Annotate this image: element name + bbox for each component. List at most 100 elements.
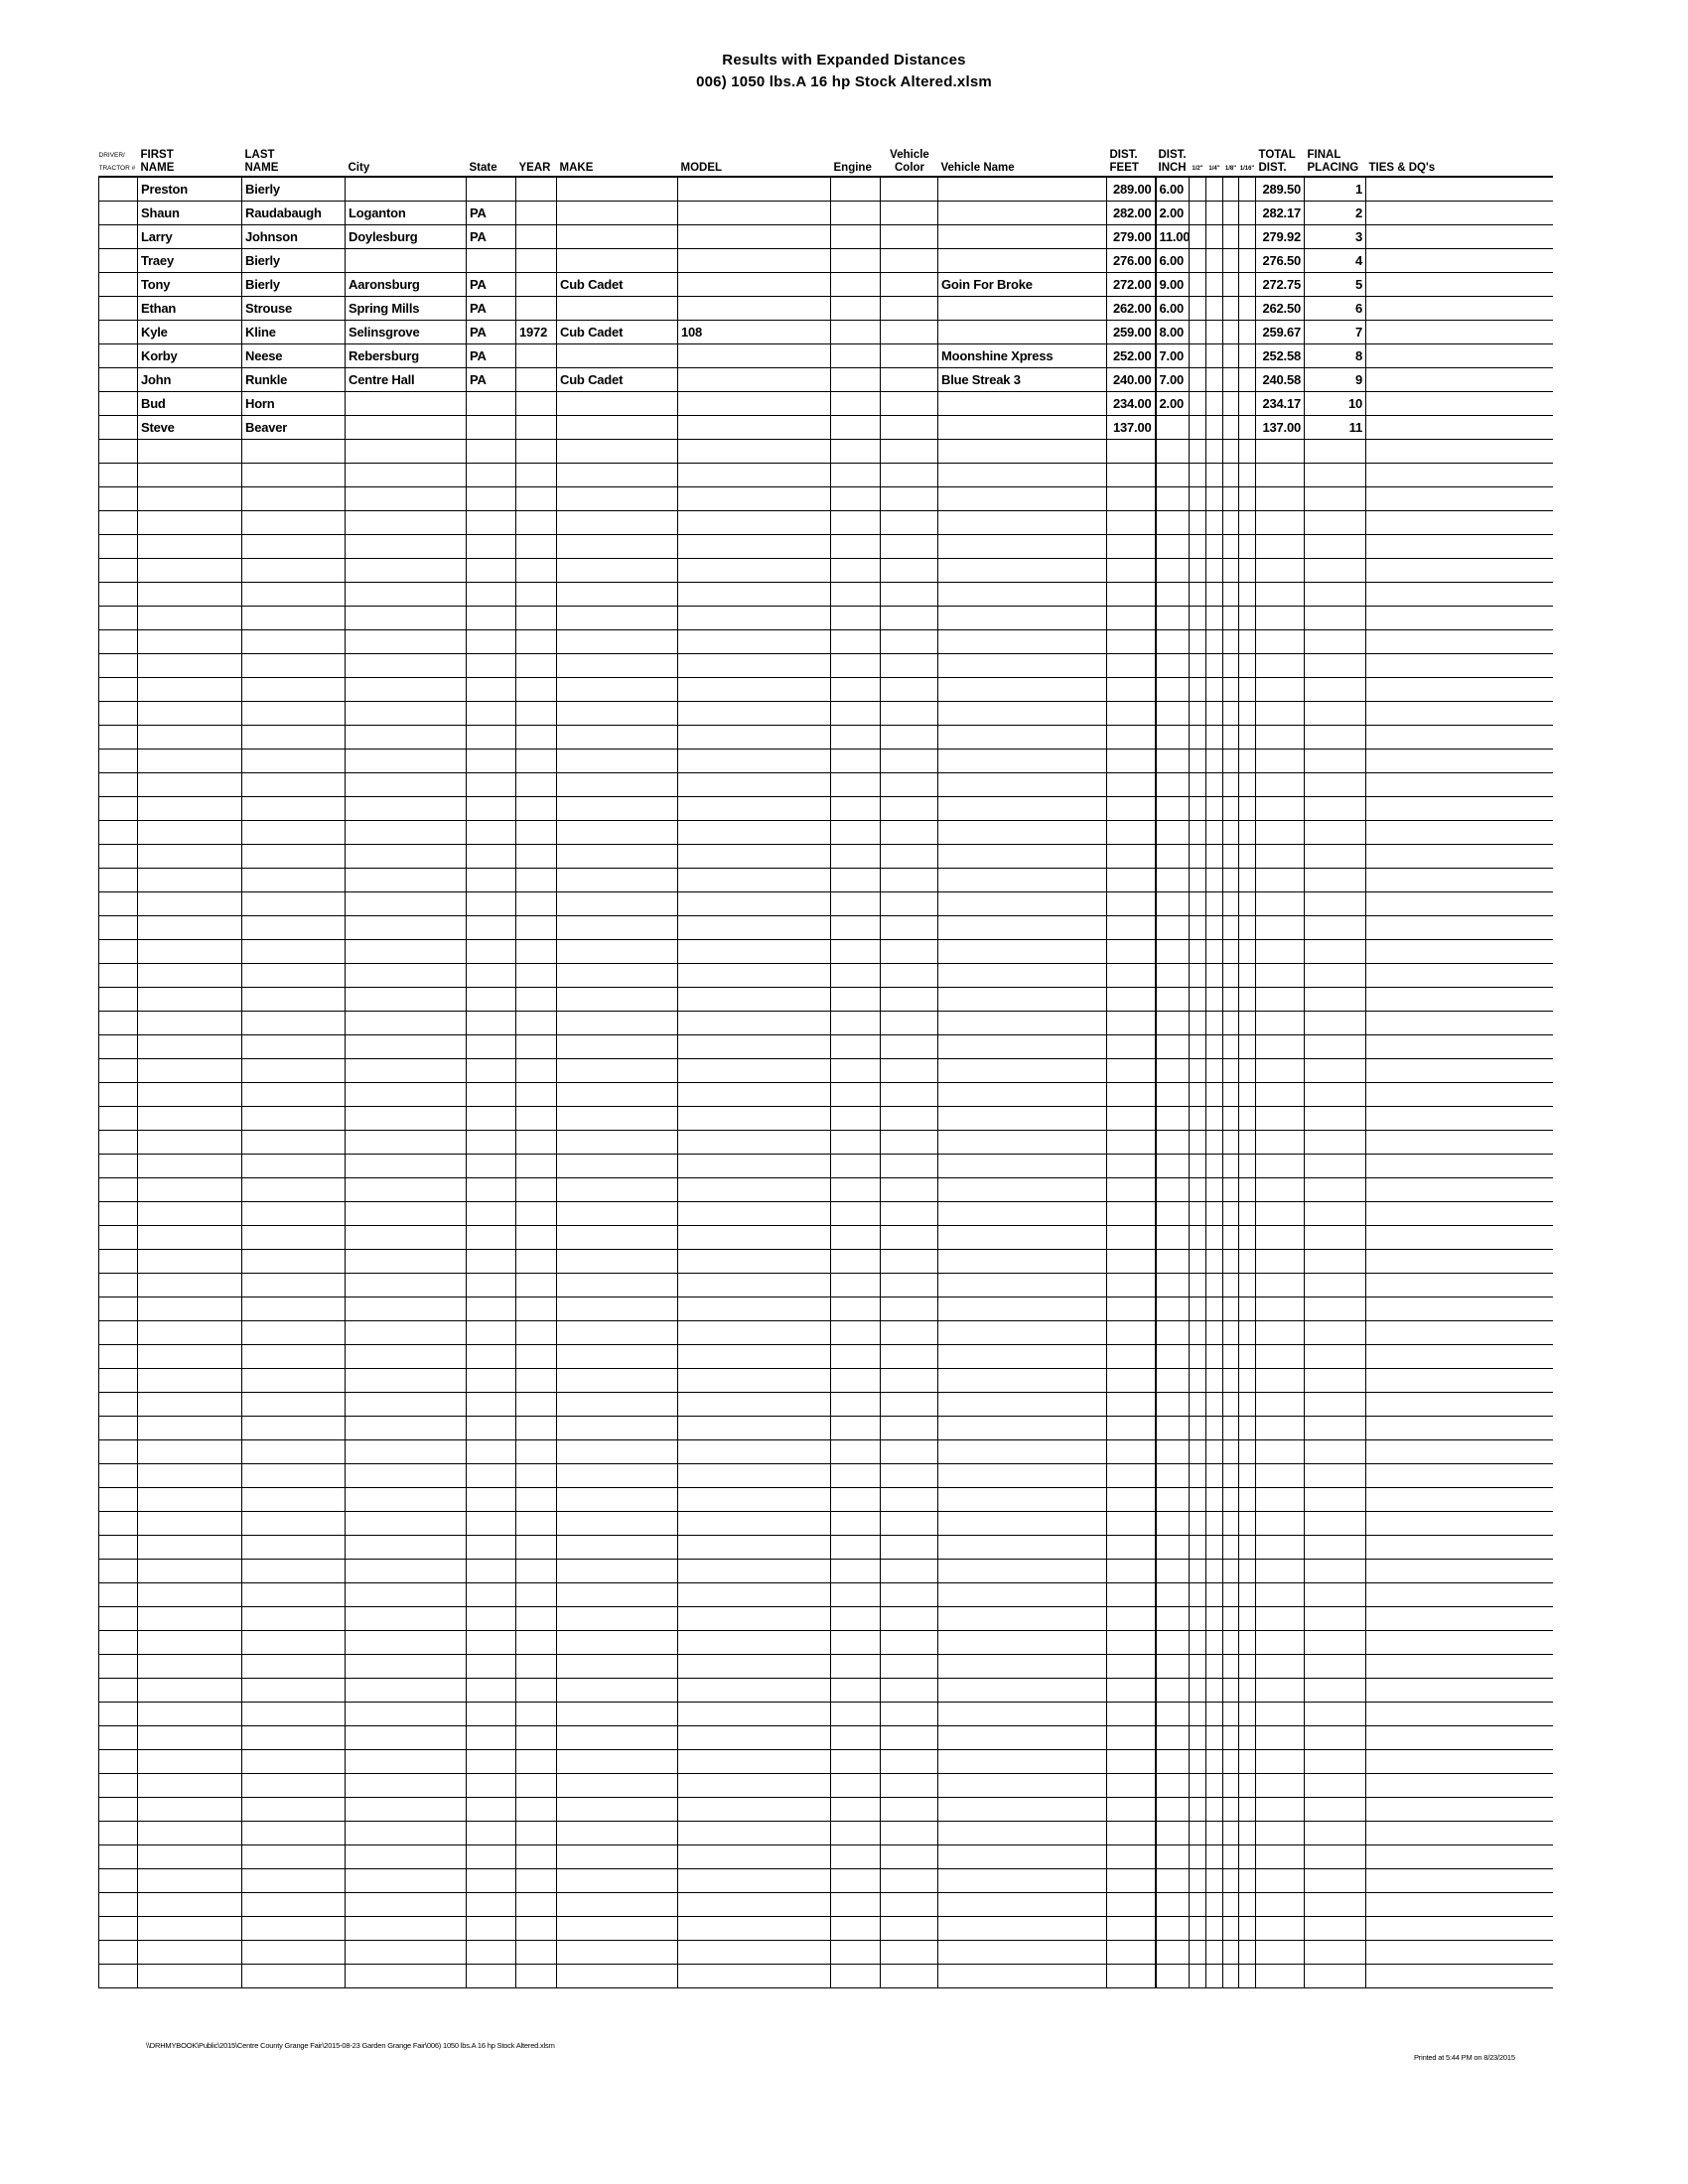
cell-final-placing: [1304, 1630, 1366, 1655]
cell-last-name: Raudabaugh: [241, 201, 346, 225]
cell-vehicle-name: [937, 1773, 1107, 1798]
cell-make: [556, 1297, 678, 1321]
empty-row: [98, 1511, 1553, 1536]
empty-row: [98, 1964, 1553, 1988]
cell-city: [345, 1106, 467, 1131]
cell-first-name: [137, 1940, 242, 1965]
cell-total-dist: [1255, 1225, 1305, 1250]
cell-make: [556, 1273, 678, 1297]
empty-row: [98, 606, 1553, 630]
cell-make: [556, 1725, 678, 1750]
cell-vehicle-color: [880, 963, 938, 988]
cell-final-placing: [1304, 1201, 1366, 1226]
empty-row: [98, 1130, 1553, 1155]
cell-first-name: [137, 1392, 242, 1417]
cell-first-name: Tony: [137, 272, 242, 297]
cell-sixteenth-inch: [1238, 343, 1256, 368]
cell-engine: [830, 1273, 881, 1297]
cell-quarter-inch: [1205, 677, 1223, 702]
cell-total-dist: [1255, 677, 1305, 702]
cell-vehicle-color: [880, 272, 938, 297]
cell-dist-feet: 252.00: [1106, 343, 1157, 368]
cell-total-dist: [1255, 629, 1305, 654]
cell-vehicle-name: [937, 534, 1107, 559]
cell-city: [345, 1249, 467, 1274]
cell-last-name: [241, 844, 346, 869]
cell-last-name: [241, 987, 346, 1012]
cell-state: [466, 1487, 516, 1512]
cell-last-name: [241, 1916, 346, 1941]
cell-make: [556, 1916, 678, 1941]
cell-final-placing: [1304, 1177, 1366, 1202]
cell-vehicle-color: [880, 1034, 938, 1059]
cell-vehicle-color: [880, 772, 938, 797]
cell-make: [556, 891, 678, 916]
cell-sixteenth-inch: [1238, 701, 1256, 726]
cell-vehicle-color: [880, 1725, 938, 1750]
cell-city: [345, 1511, 467, 1536]
cell-year: [515, 1344, 557, 1369]
cell-make: [556, 1011, 678, 1035]
cell-dist-feet: 289.00: [1106, 176, 1157, 202]
cell-eighth-inch: [1222, 1034, 1239, 1059]
cell-vehicle-color: [880, 1344, 938, 1369]
cell-driver: [98, 987, 138, 1012]
cell-total-dist: 289.50: [1255, 176, 1305, 202]
cell-ties-dqs: [1365, 1535, 1553, 1560]
cell-model: [677, 439, 831, 464]
cell-first-name: [137, 1201, 242, 1226]
empty-row: [98, 1439, 1553, 1464]
cell-city: [345, 1606, 467, 1631]
cell-half-inch: [1189, 1344, 1206, 1369]
cell-vehicle-color: [880, 391, 938, 416]
header-quarter-inch: 1/4": [1205, 148, 1223, 178]
cell-first-name: [137, 749, 242, 773]
cell-year: [515, 1559, 557, 1583]
cell-year: [515, 629, 557, 654]
cell-make: [556, 1130, 678, 1155]
cell-ties-dqs: [1365, 1725, 1553, 1750]
cell-half-inch: [1189, 534, 1206, 559]
cell-sixteenth-inch: [1238, 1964, 1256, 1988]
cell-make: [556, 939, 678, 964]
cell-final-placing: [1304, 1082, 1366, 1107]
cell-sixteenth-inch: [1238, 1487, 1256, 1512]
cell-vehicle-name: [937, 1154, 1107, 1178]
cell-make: [556, 1106, 678, 1131]
cell-year: [515, 1249, 557, 1274]
header-dist-feet: DIST. FEET: [1106, 148, 1156, 178]
cell-driver: [98, 201, 138, 225]
empty-row: [98, 1320, 1553, 1345]
cell-year: 1972: [515, 320, 557, 344]
cell-dist-feet: [1106, 1034, 1157, 1059]
cell-half-inch: [1189, 1011, 1206, 1035]
cell-vehicle-color: [880, 1654, 938, 1679]
header-row: DRIVER/TRACTOR # FIRST NAME LAST NAME City…: [98, 148, 1553, 178]
cell-final-placing: [1304, 1940, 1366, 1965]
empty-row: [98, 1773, 1553, 1798]
cell-make: [556, 1892, 678, 1917]
cell-eighth-inch: [1222, 1344, 1239, 1369]
cell-engine: [830, 1297, 881, 1321]
cell-driver: [98, 296, 138, 321]
cell-model: [677, 629, 831, 654]
cell-dist-inch: [1155, 1559, 1190, 1583]
cell-driver: [98, 1773, 138, 1798]
cell-make: [556, 1821, 678, 1845]
cell-first-name: [137, 1892, 242, 1917]
cell-engine: [830, 629, 881, 654]
cell-vehicle-color: [880, 1368, 938, 1393]
cell-ties-dqs: [1365, 1439, 1553, 1464]
cell-dist-inch: [1155, 1082, 1190, 1107]
cell-last-name: [241, 1797, 346, 1822]
cell-year: [515, 272, 557, 297]
cell-half-inch: [1189, 939, 1206, 964]
cell-state: [466, 844, 516, 869]
cell-eighth-inch: [1222, 415, 1239, 440]
cell-vehicle-name: [937, 1320, 1107, 1345]
cell-state: PA: [466, 272, 516, 297]
cell-dist-inch: [1155, 749, 1190, 773]
cell-driver: [98, 1582, 138, 1607]
cell-total-dist: [1255, 1916, 1305, 1941]
cell-dist-feet: [1106, 463, 1157, 487]
